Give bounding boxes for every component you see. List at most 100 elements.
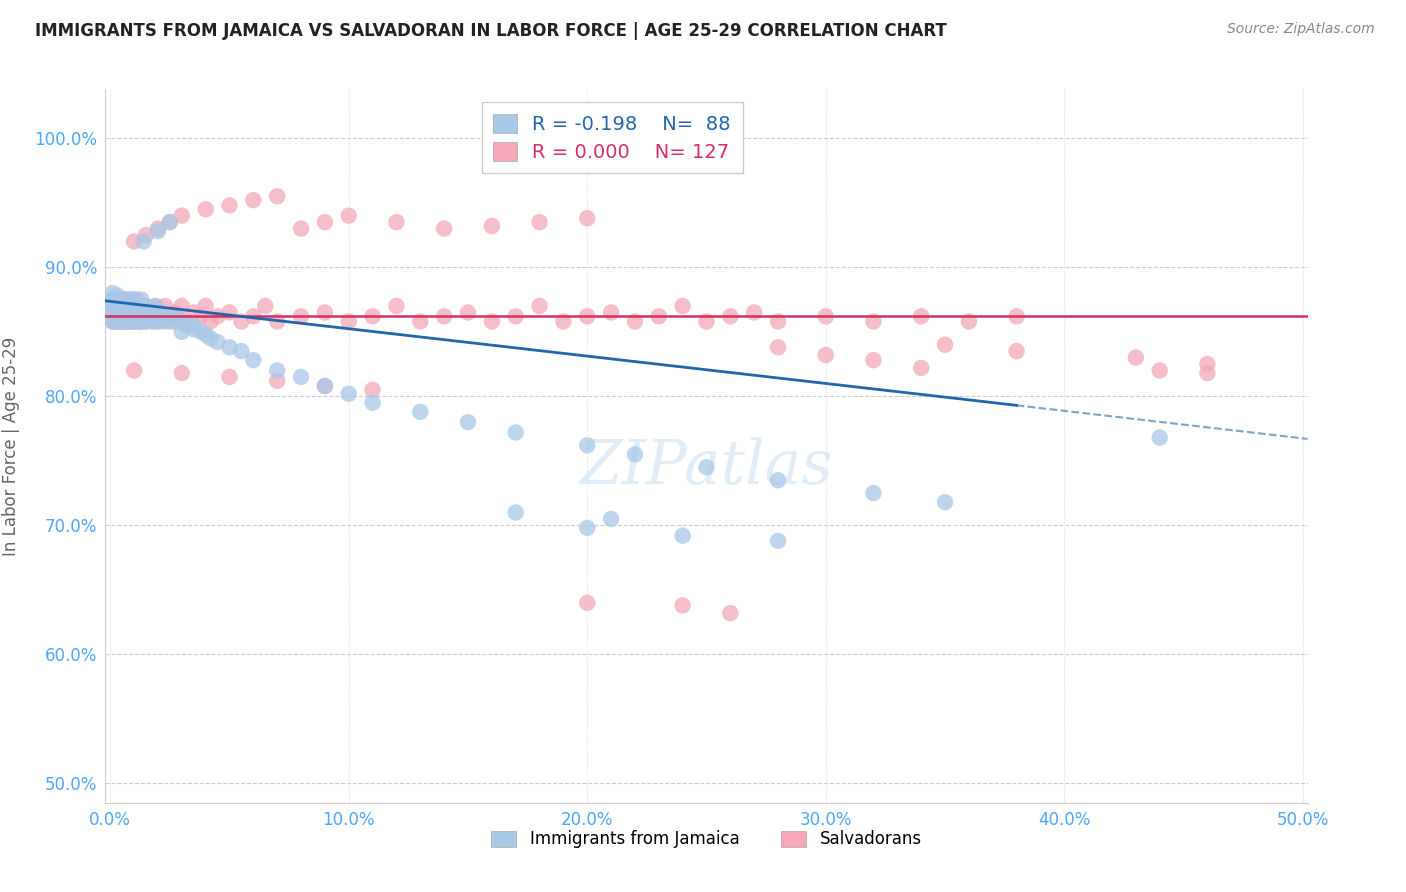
- Point: [114, 314, 136, 328]
- Point: [111, 314, 134, 328]
- Point: [108, 314, 131, 328]
- Point: [862, 314, 884, 328]
- Point: [122, 293, 145, 307]
- Point: [105, 288, 128, 302]
- Point: [142, 314, 165, 328]
- Point: [696, 460, 718, 475]
- Point: [337, 209, 360, 223]
- Point: [672, 299, 695, 313]
- Point: [122, 363, 145, 377]
- Point: [115, 299, 138, 313]
- Point: [266, 363, 288, 377]
- Point: [118, 310, 141, 324]
- Point: [125, 299, 148, 313]
- Point: [170, 366, 193, 380]
- Point: [122, 305, 145, 319]
- Point: [266, 189, 288, 203]
- Point: [337, 386, 360, 401]
- Point: [101, 314, 124, 328]
- Point: [176, 314, 198, 328]
- Point: [433, 221, 456, 235]
- Point: [481, 219, 503, 233]
- Point: [153, 299, 176, 313]
- Point: [576, 438, 599, 452]
- Point: [139, 310, 162, 324]
- Point: [290, 221, 312, 235]
- Point: [266, 314, 288, 328]
- Point: [361, 396, 384, 410]
- Point: [114, 299, 136, 313]
- Point: [624, 447, 647, 461]
- Point: [108, 314, 131, 328]
- Point: [132, 235, 155, 249]
- Point: [1197, 366, 1219, 380]
- Point: [115, 293, 138, 307]
- Point: [115, 314, 138, 328]
- Point: [105, 299, 128, 313]
- Text: ZIPatlas: ZIPatlas: [579, 437, 834, 498]
- Point: [122, 314, 145, 328]
- Point: [1149, 431, 1171, 445]
- Point: [910, 360, 932, 375]
- Point: [314, 305, 336, 319]
- Point: [576, 521, 599, 535]
- Point: [118, 314, 141, 328]
- Point: [111, 310, 134, 324]
- Point: [149, 314, 172, 328]
- Point: [1005, 310, 1028, 324]
- Point: [553, 314, 575, 328]
- Point: [121, 314, 143, 328]
- Point: [505, 425, 527, 440]
- Point: [862, 486, 884, 500]
- Text: IMMIGRANTS FROM JAMAICA VS SALVADORAN IN LABOR FORCE | AGE 25-29 CORRELATION CHA: IMMIGRANTS FROM JAMAICA VS SALVADORAN IN…: [35, 22, 946, 40]
- Point: [115, 314, 138, 328]
- Point: [125, 310, 148, 324]
- Point: [481, 314, 503, 328]
- Point: [672, 529, 695, 543]
- Point: [218, 305, 240, 319]
- Point: [111, 314, 134, 328]
- Point: [135, 314, 157, 328]
- Point: [105, 293, 128, 307]
- Point: [200, 314, 222, 328]
- Point: [814, 348, 837, 362]
- Point: [231, 314, 253, 328]
- Point: [1197, 357, 1219, 371]
- Point: [101, 310, 124, 324]
- Point: [101, 310, 124, 324]
- Point: [135, 314, 157, 328]
- Point: [170, 314, 193, 328]
- Point: [152, 310, 174, 324]
- Point: [231, 344, 253, 359]
- Point: [111, 305, 134, 319]
- Point: [190, 325, 212, 339]
- Point: [290, 310, 312, 324]
- Point: [118, 305, 141, 319]
- Point: [200, 331, 222, 345]
- Point: [146, 221, 169, 235]
- Point: [122, 235, 145, 249]
- Point: [290, 370, 312, 384]
- Point: [183, 322, 205, 336]
- Point: [176, 318, 198, 333]
- Point: [115, 305, 138, 319]
- Point: [190, 310, 212, 324]
- Point: [135, 299, 157, 313]
- Point: [409, 405, 432, 419]
- Point: [194, 202, 217, 217]
- Point: [718, 310, 741, 324]
- Point: [149, 305, 172, 319]
- Point: [600, 512, 623, 526]
- Point: [166, 312, 188, 326]
- Point: [111, 299, 134, 313]
- Point: [505, 506, 527, 520]
- Point: [314, 379, 336, 393]
- Point: [145, 299, 167, 313]
- Point: [385, 299, 408, 313]
- Point: [814, 310, 837, 324]
- Point: [101, 293, 124, 307]
- Point: [153, 314, 176, 328]
- Point: [125, 293, 148, 307]
- Point: [104, 314, 127, 328]
- Point: [121, 310, 143, 324]
